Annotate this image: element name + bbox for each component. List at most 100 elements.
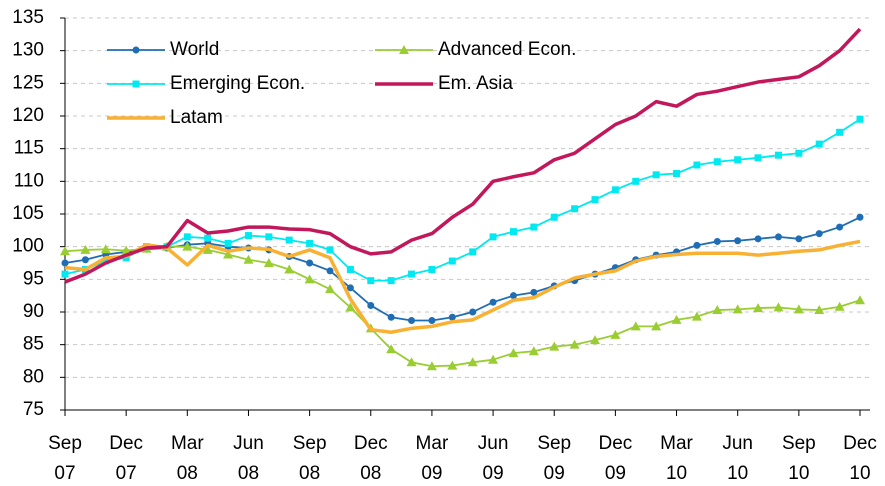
series-line (64, 216, 861, 322)
x-tick-label: Jun 08 (233, 433, 264, 484)
y-tick-label: 75 (23, 399, 44, 420)
point (367, 301, 375, 309)
point (448, 257, 456, 265)
y-tick-label: 125 (12, 72, 44, 93)
point (651, 321, 662, 331)
point (754, 235, 762, 243)
y-tick-label: 100 (12, 236, 44, 257)
x-tick-label: Sep 08 (293, 433, 327, 484)
y-tick-label: 80 (23, 366, 44, 387)
series-line (64, 27, 862, 284)
point (284, 264, 295, 274)
point (795, 235, 803, 243)
point (100, 244, 111, 254)
point (489, 233, 497, 241)
point (81, 256, 89, 264)
point (285, 236, 293, 244)
y-tick-label: 135 (12, 7, 44, 28)
point (713, 237, 721, 245)
point (80, 244, 91, 254)
point (814, 305, 825, 315)
point (673, 169, 681, 177)
point (223, 249, 234, 259)
point (793, 304, 804, 314)
point (509, 292, 517, 300)
point (691, 311, 702, 321)
y-tick-label: 130 (12, 40, 44, 61)
point (132, 80, 140, 88)
point (243, 254, 254, 264)
point (406, 357, 417, 367)
y-tick-label: 110 (14, 170, 44, 191)
point (387, 277, 395, 285)
series-line (64, 245, 861, 368)
point (815, 230, 823, 238)
point (102, 257, 110, 265)
x-tick-label: Dec 08 (354, 433, 388, 484)
point (671, 314, 682, 324)
legend-label: Latam (170, 107, 223, 128)
legend-label: Emerging Econ. (170, 73, 305, 94)
point (815, 140, 823, 148)
point (183, 233, 191, 241)
point (836, 128, 844, 136)
point (121, 245, 132, 255)
point (549, 341, 560, 351)
point (509, 228, 517, 236)
point (569, 339, 580, 349)
x-tick-label: Sep 09 (537, 433, 571, 484)
point (132, 46, 140, 54)
point (732, 304, 743, 314)
x-tick-label: Dec 07 (109, 433, 143, 484)
point (591, 196, 599, 204)
point (345, 302, 356, 312)
point (693, 161, 701, 169)
point (856, 213, 864, 221)
legend-label: Advanced Econ. (438, 39, 576, 60)
point (469, 308, 477, 316)
point (856, 115, 864, 123)
point (467, 357, 478, 367)
point (713, 158, 721, 166)
point (367, 277, 375, 285)
point (60, 246, 70, 256)
point (428, 316, 436, 324)
point (304, 274, 315, 284)
x-tick-label: Mar 08 (171, 433, 204, 484)
x-tick-label: Dec 10 (843, 433, 877, 484)
point (632, 177, 640, 185)
point (754, 154, 762, 162)
point (734, 156, 742, 164)
point (734, 237, 742, 245)
point (325, 284, 335, 294)
point (399, 45, 409, 54)
point (652, 171, 660, 179)
y-tick-label: 120 (12, 105, 44, 126)
point (204, 234, 212, 242)
point (610, 329, 621, 339)
x-tick-label: Jun 09 (478, 433, 509, 484)
x-tick-label: Jun 10 (722, 433, 753, 484)
point (508, 348, 519, 358)
point (834, 301, 845, 311)
point (306, 239, 314, 247)
point (590, 335, 600, 345)
point (550, 213, 558, 221)
point (386, 344, 397, 354)
legend-label: World (170, 39, 219, 60)
point (530, 288, 538, 296)
point (244, 232, 252, 240)
point (448, 313, 456, 321)
point (630, 321, 641, 331)
x-tick-label: Dec 09 (598, 433, 632, 484)
x-tick-label: Sep 07 (48, 433, 82, 484)
point (528, 346, 539, 356)
point (426, 361, 437, 371)
series-line (64, 118, 861, 282)
point (387, 313, 395, 321)
point (61, 270, 69, 278)
point (61, 259, 69, 267)
y-tick-label: 105 (12, 203, 44, 224)
point (773, 302, 784, 312)
